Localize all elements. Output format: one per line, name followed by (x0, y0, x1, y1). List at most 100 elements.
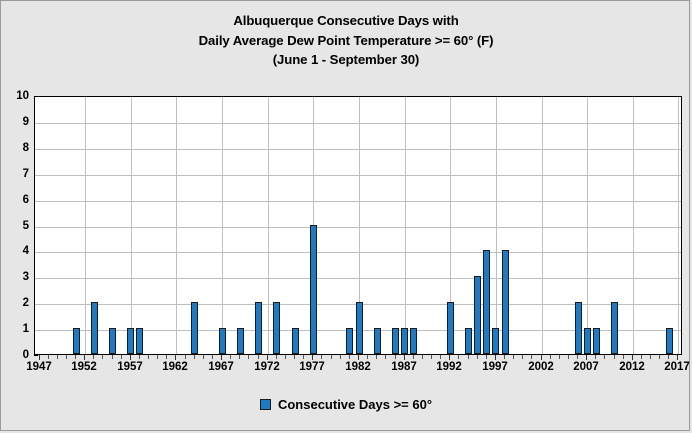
plot-area (34, 96, 682, 355)
x-tick-mark-1962 (175, 355, 176, 360)
x-tick-label-1987: 1987 (391, 361, 417, 373)
bar-1967[interactable] (218, 328, 226, 354)
chart-title-line-1: Albuquerque Consecutive Days with (233, 13, 459, 28)
bar-1998[interactable] (501, 250, 509, 354)
x-tick-mark-1975 (294, 355, 295, 359)
x-tick-mark-2005 (568, 355, 569, 359)
gridline-x-2002 (542, 97, 543, 354)
x-tick-mark-1984 (376, 355, 377, 359)
x-tick-mark-2017 (677, 355, 678, 360)
x-tick-mark-2008 (595, 355, 596, 359)
gridline-y-3 (35, 278, 681, 280)
gridline-x-2017 (678, 97, 679, 354)
bar-1971[interactable] (255, 302, 263, 354)
x-tick-mark-1950 (66, 355, 67, 359)
bar-2016[interactable] (665, 328, 673, 354)
x-tick-mark-2013 (641, 355, 642, 359)
x-tick-label-2012: 2012 (619, 361, 645, 373)
bar-1951[interactable] (72, 328, 80, 354)
x-tick-label-2007: 2007 (573, 361, 599, 373)
gridline-x-1967 (222, 97, 223, 354)
bar-1996[interactable] (483, 250, 491, 354)
bar-1977[interactable] (309, 224, 317, 354)
bar-1997[interactable] (492, 328, 500, 354)
x-tick-mark-2004 (559, 355, 560, 359)
bar-1958[interactable] (136, 328, 144, 354)
gridline-x-1952 (85, 97, 86, 354)
bar-1981[interactable] (346, 328, 354, 354)
x-tick-mark-1964 (194, 355, 195, 359)
x-tick-mark-1949 (57, 355, 58, 359)
chart-title-line-3: (June 1 - September 30) (272, 52, 420, 67)
x-tick-mark-1952 (84, 355, 85, 360)
x-tick-label-2002: 2002 (528, 361, 554, 373)
x-tick-mark-1976 (303, 355, 304, 359)
y-tick-label-8: 8 (22, 141, 29, 154)
x-tick-mark-1968 (230, 355, 231, 359)
x-tick-mark-2016 (668, 355, 669, 359)
x-tick-mark-1973 (276, 355, 277, 359)
bar-1975[interactable] (291, 328, 299, 354)
legend-swatch-icon (259, 399, 271, 410)
x-tick-mark-1977 (312, 355, 313, 360)
x-tick-mark-1970 (248, 355, 249, 359)
bar-1969[interactable] (236, 328, 244, 354)
x-tick-mark-1988 (413, 355, 414, 359)
x-tick-mark-1999 (513, 355, 514, 359)
bar-2006[interactable] (574, 302, 582, 354)
x-tick-mark-2012 (632, 355, 633, 360)
x-tick-mark-1994 (468, 355, 469, 359)
y-tick-label-4: 4 (22, 245, 29, 258)
chart-legend: Consecutive Days >= 60° (1, 397, 691, 412)
x-tick-label-1962: 1962 (162, 361, 188, 373)
x-tick-mark-2002 (541, 355, 542, 360)
x-tick-mark-1990 (431, 355, 432, 359)
bar-1957[interactable] (127, 328, 135, 354)
x-tick-mark-1960 (157, 355, 158, 359)
bar-1995[interactable] (474, 276, 482, 354)
bar-2007[interactable] (583, 328, 591, 354)
x-tick-label-1957: 1957 (117, 361, 143, 373)
bar-1987[interactable] (401, 328, 409, 354)
x-tick-mark-1979 (331, 355, 332, 359)
x-tick-mark-1947 (39, 355, 40, 360)
y-tick-label-3: 3 (22, 271, 29, 284)
gridline-y-6 (35, 200, 681, 202)
bar-1955[interactable] (109, 328, 117, 354)
y-axis: 0 1 2 3 4 5 6 7 8 9 10 (1, 90, 29, 361)
y-tick-label-2: 2 (22, 297, 29, 310)
x-tick-label-1967: 1967 (208, 361, 234, 373)
bar-1984[interactable] (373, 328, 381, 354)
bar-1964[interactable] (191, 302, 199, 354)
x-tick-mark-2000 (522, 355, 523, 359)
x-tick-mark-1961 (166, 355, 167, 359)
gridline-y-5 (35, 226, 681, 228)
bar-1994[interactable] (465, 328, 473, 354)
bar-1953[interactable] (90, 302, 98, 354)
bar-1982[interactable] (355, 302, 363, 354)
y-tick-label-0: 0 (22, 349, 29, 361)
bar-1992[interactable] (446, 302, 454, 354)
bar-1986[interactable] (392, 328, 399, 354)
x-tick-mark-1996 (486, 355, 487, 359)
x-tick-mark-1998 (504, 355, 505, 359)
bar-1988[interactable] (410, 328, 418, 354)
x-tick-mark-1981 (349, 355, 350, 359)
x-tick-mark-1957 (130, 355, 131, 360)
x-tick-mark-1963 (185, 355, 186, 359)
bar-series (35, 97, 681, 354)
x-tick-mark-1954 (102, 355, 103, 359)
bar-2010[interactable] (611, 302, 619, 354)
bar-1973[interactable] (273, 302, 281, 354)
x-tick-mark-2010 (614, 355, 615, 359)
x-tick-mark-1967 (221, 355, 222, 360)
x-tick-mark-1980 (340, 355, 341, 359)
y-tick-label-10: 10 (16, 90, 29, 102)
gridline-y-9 (35, 122, 681, 124)
y-tick-label-1: 1 (22, 323, 29, 336)
x-tick-mark-1991 (440, 355, 441, 359)
x-tick-mark-1997 (495, 355, 496, 360)
x-tick-mark-1992 (449, 355, 450, 360)
gridline-x-2007 (587, 97, 588, 354)
bar-2008[interactable] (592, 328, 600, 354)
